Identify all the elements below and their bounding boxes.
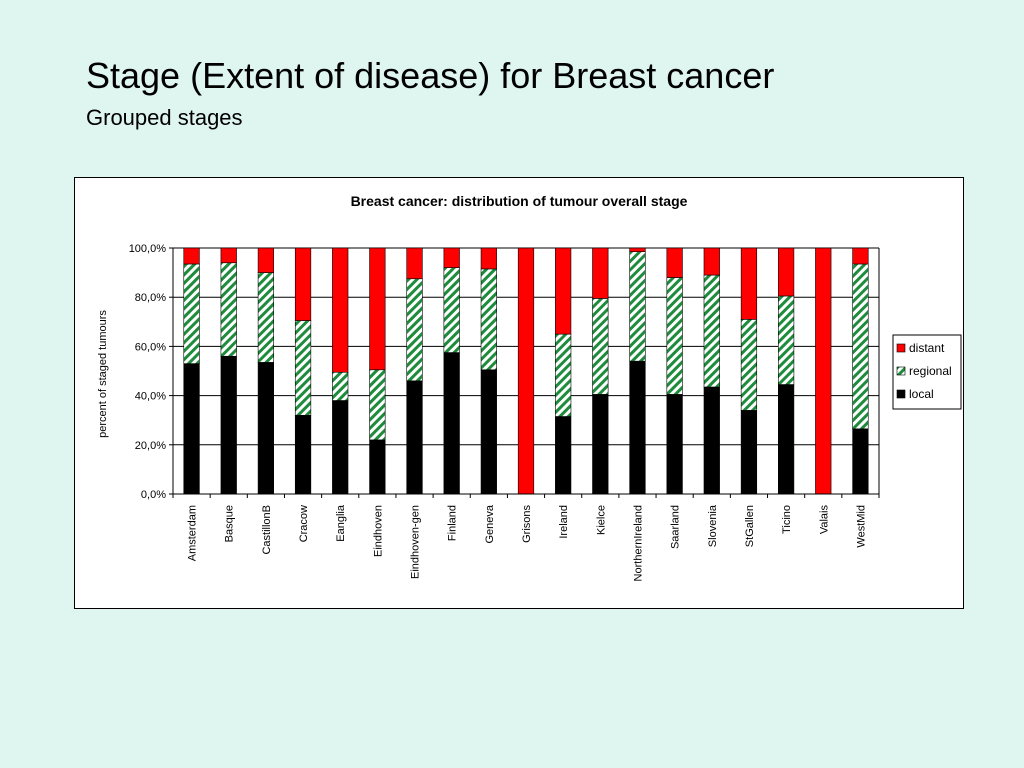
bar-segment-regional (852, 263, 869, 430)
x-tick-label: Finland (447, 505, 459, 541)
bar-segment-regional (480, 268, 497, 371)
bar-segment-local (778, 384, 795, 495)
bar-segment-regional (332, 371, 349, 401)
bar-segment-distant (369, 247, 386, 371)
bar-segment-distant (778, 247, 795, 297)
bar-segment-local (480, 369, 497, 495)
x-tick-label: Eindhoven-gen (410, 505, 422, 579)
bar-segment-distant (740, 247, 758, 320)
y-tick-label: 0,0% (141, 489, 166, 501)
x-tick-label: Saarland (670, 505, 682, 549)
bar-segment-regional (406, 278, 423, 382)
bar-segment-regional (443, 267, 460, 353)
bar-segment-regional (294, 320, 312, 416)
bar-segment-local (666, 394, 683, 495)
bar-segment-distant (629, 247, 646, 252)
y-tick-label: 100,0% (129, 243, 167, 255)
y-tick-label: 40,0% (135, 391, 166, 403)
bar-segment-local (294, 414, 312, 495)
bar-segment-regional (257, 272, 274, 363)
bar-segment-local (629, 360, 646, 495)
bar-segment-local (852, 428, 869, 495)
bar-segment-distant (815, 247, 832, 495)
x-tick-label: Eanglia (335, 504, 347, 542)
bar-segment-local (592, 394, 609, 495)
legend-swatch-local (896, 389, 906, 399)
x-tick-label: Geneva (484, 504, 496, 543)
x-tick-label: Cracow (298, 505, 310, 542)
x-tick-label: NorthernIreland (632, 505, 644, 581)
y-axis-label: percent of staged tumours (97, 310, 109, 438)
slide-title: Stage (Extent of disease) for Breast can… (86, 55, 775, 96)
bar-segment-local (443, 352, 460, 495)
bar-segment-local (257, 362, 274, 495)
stacked-bar-chart: Breast cancer: distribution of tumour ov… (97, 193, 962, 581)
bar-segment-local (183, 363, 200, 495)
bar-segment-regional (740, 319, 758, 411)
x-tick-label: Ireland (558, 505, 570, 539)
legend-label-regional: regional (909, 364, 952, 378)
bar-segment-regional (778, 295, 795, 385)
bar-segment-distant (183, 247, 200, 265)
x-tick-label: CastillonB (261, 505, 273, 555)
bar-segment-distant (666, 247, 683, 278)
bar-segment-regional (629, 251, 646, 362)
x-tick-label: WestMid (855, 505, 867, 548)
bar-segment-distant (220, 247, 237, 264)
x-tick-label: Grisons (521, 505, 533, 543)
bar-segment-local (555, 416, 572, 495)
bar-segment-regional (592, 298, 609, 395)
legend-swatch-distant (896, 343, 906, 353)
chart-title: Breast cancer: distribution of tumour ov… (351, 193, 688, 209)
bar-segment-distant (703, 247, 720, 276)
slide-subtitle: Grouped stages (86, 105, 243, 130)
y-tick-label: 20,0% (135, 440, 166, 452)
x-tick-label: StGallen (744, 505, 756, 547)
x-tick-label: Basque (224, 505, 236, 542)
bar-segment-distant (852, 247, 869, 265)
bar-segment-regional (666, 277, 683, 395)
x-tick-label: Amsterdam (187, 505, 199, 561)
x-tick-label: Kielce (595, 505, 607, 535)
y-tick-label: 80,0% (135, 292, 166, 304)
bar-segment-distant (592, 247, 609, 299)
bar-segment-distant (332, 247, 349, 373)
x-tick-label: Slovenia (707, 504, 719, 547)
bar-segment-distant (406, 247, 423, 280)
bar-segment-local (740, 410, 758, 495)
y-tick-label: 60,0% (135, 341, 166, 353)
bar-segment-regional (183, 263, 200, 364)
x-tick-label: Valais (818, 505, 830, 535)
bar-segment-distant (257, 247, 274, 273)
bar-segment-local (703, 386, 720, 495)
bar-segment-local (369, 439, 386, 495)
bar-segment-local (406, 380, 423, 495)
x-tick-label: Ticino (781, 505, 793, 534)
bar-segment-regional (703, 274, 720, 388)
bar-segment-regional (369, 369, 386, 441)
legend-swatch-regional (896, 366, 906, 376)
bar-segment-distant (480, 247, 497, 270)
bar-segment-distant (294, 247, 312, 321)
legend-label-distant: distant (909, 341, 945, 355)
bar-segment-distant (517, 247, 535, 495)
bar-segment-distant (555, 247, 572, 335)
bar-segment-local (220, 355, 237, 495)
legend-label-local: local (909, 387, 934, 401)
bar-segment-regional (555, 333, 572, 417)
chart-frame: Breast cancer: distribution of tumour ov… (74, 177, 964, 609)
bar-segment-distant (443, 247, 460, 268)
x-tick-label: Eindhoven (372, 505, 384, 557)
bar-segment-local (332, 400, 349, 495)
bar-segment-regional (220, 262, 237, 357)
